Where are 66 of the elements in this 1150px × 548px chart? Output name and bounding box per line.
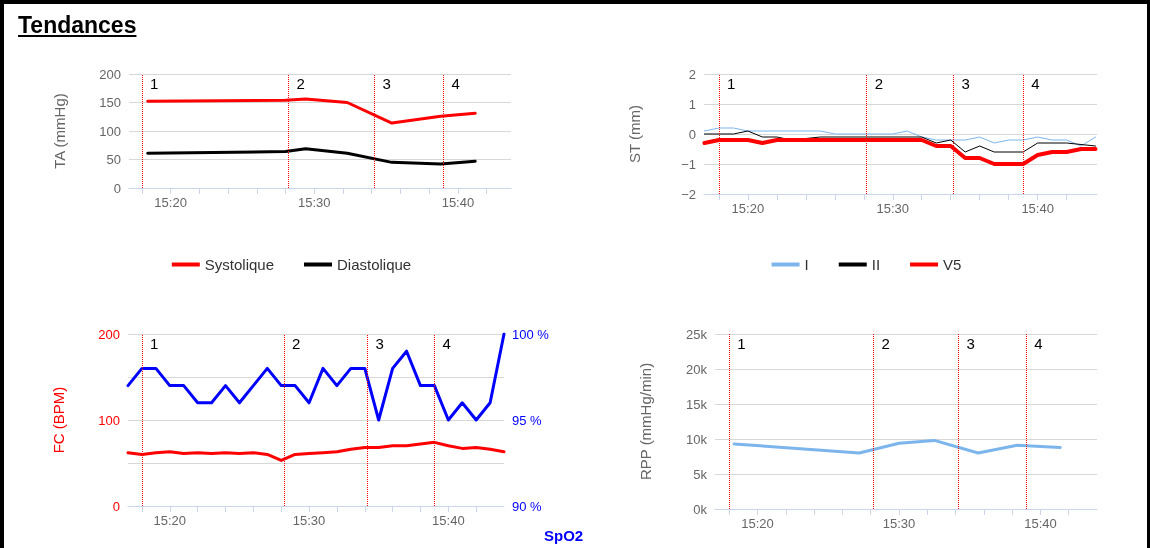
y-tick-label: 1 <box>688 96 696 112</box>
y-tick-label: 0k <box>693 501 708 517</box>
y-tick-label: 2 <box>688 66 696 82</box>
x-tick-label: 15:30 <box>298 195 331 210</box>
annotation: 1 <box>726 75 736 92</box>
y-tick-label: 200 <box>99 66 121 82</box>
annotation: 1 <box>149 75 159 92</box>
y-axis-title: ST (mm) <box>626 104 643 164</box>
line-series <box>703 127 1097 147</box>
x-tick-label: 15:20 <box>731 201 765 216</box>
y-tick-label: 0 <box>112 498 120 514</box>
y-tick-label: 10k <box>686 431 708 447</box>
y-tick-label: 50 <box>106 152 121 167</box>
line-series <box>703 130 1097 153</box>
annotation: 2 <box>292 335 301 352</box>
y-tick-label: −1 <box>681 156 696 172</box>
legend-label: V5 <box>943 256 962 273</box>
y-axis-title: TA (mmHg) <box>51 93 68 169</box>
annotation: 1 <box>149 335 159 352</box>
y-tick-label: 5k <box>693 466 708 482</box>
legend-label: Diastolique <box>337 256 412 273</box>
y-tick-label: 15k <box>686 396 708 412</box>
y-tick-label: 100 <box>99 123 121 139</box>
annotation: 1 <box>737 335 746 352</box>
x-tick-label: 15:30 <box>876 201 910 216</box>
x-tick-label: 15:40 <box>1021 201 1054 216</box>
x-tick-label: 15:40 <box>432 513 465 528</box>
annotation: 2 <box>296 75 305 92</box>
y-tick-label: 20k <box>686 361 708 377</box>
annotation: 3 <box>966 335 975 352</box>
annotation: 4 <box>1031 75 1040 92</box>
y2-axis-title: SpO2 <box>544 527 584 544</box>
annotation: 4 <box>1034 335 1043 352</box>
y-tick-label: 150 <box>99 95 121 110</box>
x-tick-label: 15:40 <box>441 195 475 210</box>
legend-label: Systolique <box>204 256 275 273</box>
y2-tick-label: 90 % <box>512 498 543 514</box>
x-tick-label: 15:30 <box>882 516 916 531</box>
y-axis-title: FC (BPM) <box>50 386 67 454</box>
x-tick-label: 15:30 <box>292 513 326 528</box>
y-tick-label: 0 <box>688 126 696 142</box>
annotation: 3 <box>961 75 970 92</box>
annotation: 3 <box>375 335 384 352</box>
annotation: 3 <box>382 75 391 92</box>
chart-title: Tendances <box>18 12 137 39</box>
y-tick-label: 200 <box>98 326 120 342</box>
annotation: 2 <box>874 75 884 92</box>
y2-tick-label: 95 % <box>512 412 543 428</box>
x-tick-label: 15:20 <box>153 513 187 528</box>
annotation: 2 <box>881 335 890 352</box>
y-tick-label: −2 <box>681 186 696 202</box>
line-series <box>146 147 477 166</box>
line-series <box>126 332 506 422</box>
annotation: 4 <box>451 75 460 92</box>
legend-label: II <box>871 256 881 273</box>
y-tick-label: 100 <box>98 412 120 428</box>
x-tick-label: 15:40 <box>1024 516 1057 531</box>
y-tick-label: 25k <box>686 326 708 342</box>
annotation: 4 <box>442 335 451 352</box>
x-tick-label: 15:20 <box>741 516 774 531</box>
legend-label: I <box>804 256 809 273</box>
y-axis-title: RPP (mmHg/min) <box>637 362 654 481</box>
line-series <box>732 438 1062 455</box>
y-tick-label: 0 <box>113 180 121 196</box>
x-tick-label: 15:20 <box>154 195 187 210</box>
y2-tick-label: 100 % <box>512 326 550 342</box>
